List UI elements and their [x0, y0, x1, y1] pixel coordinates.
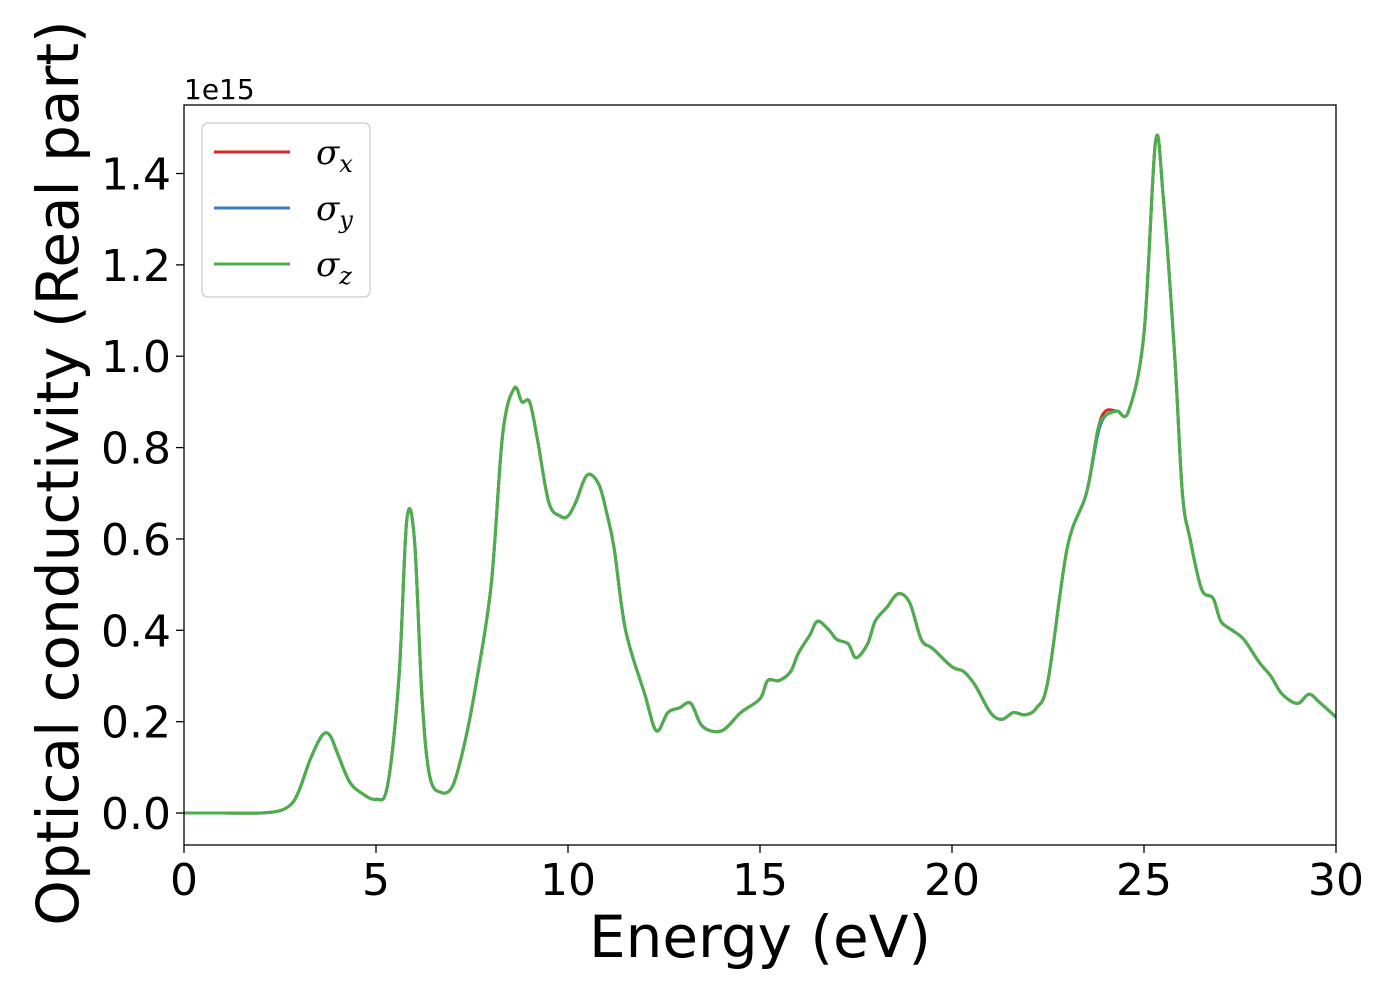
y-tick-label: 0.2: [101, 698, 171, 749]
x-tick-label: 30: [1308, 855, 1364, 906]
x-tick-label: 10: [540, 855, 596, 906]
x-tick-label: 0: [170, 855, 198, 906]
series-line-2: [184, 133, 1336, 815]
x-axis-ticks: 0 5 10 15 20 25 30: [170, 845, 1364, 906]
legend: σx σy σz: [201, 122, 371, 298]
y-axis-label: Optical conductivity (Real part): [24, 20, 92, 925]
y-tick-label: 1.2: [101, 241, 171, 292]
x-axis-label: Energy (eV): [589, 903, 931, 971]
x-tick-label: 20: [924, 855, 980, 906]
legend-label: σx: [316, 133, 353, 178]
x-tick-label: 25: [1116, 855, 1172, 906]
legend-box: [201, 122, 371, 298]
series-layer: [184, 133, 1336, 815]
plot-frame: [183, 104, 1337, 846]
legend-label: σy: [316, 189, 353, 234]
y-axis-ticks: 0.0 0.2 0.4 0.6 0.8 1.0 1.2 1.4: [101, 150, 184, 840]
x-tick-label: 15: [732, 855, 788, 906]
y-tick-label: 0.4: [101, 606, 171, 657]
y-tick-label: 1.0: [101, 332, 171, 383]
y-tick-label: 1.4: [101, 150, 171, 201]
y-tick-label: 0.0: [101, 789, 171, 840]
legend-label: σz: [316, 245, 352, 290]
y-axis-offset-label: 1e15: [184, 73, 255, 106]
y-tick-label: 0.6: [101, 515, 171, 566]
y-tick-label: 0.8: [101, 424, 171, 475]
x-tick-label: 5: [362, 855, 390, 906]
